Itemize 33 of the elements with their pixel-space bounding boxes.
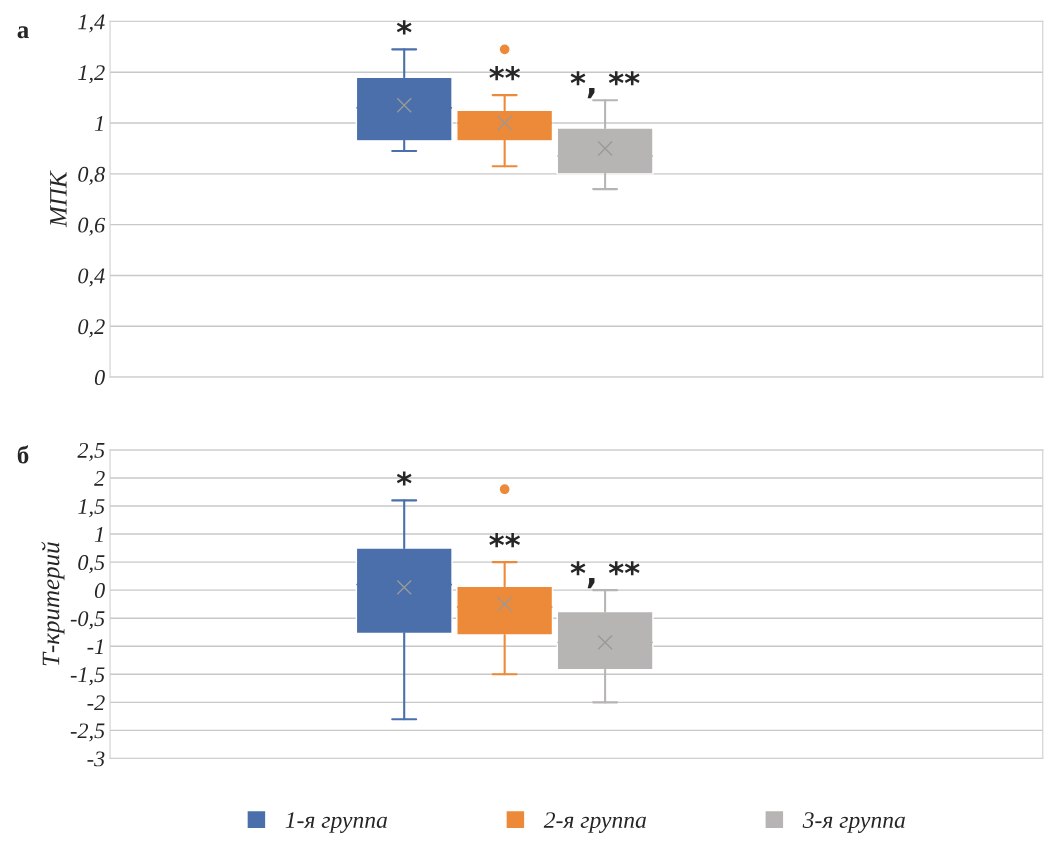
y-tick-label: 0,6 — [78, 217, 106, 236]
legend-label: 3-я группа — [802, 812, 905, 833]
y-tick-label: 1 — [94, 527, 103, 542]
chart-title: а — [17, 26, 29, 39]
y-tick-label: 0,2 — [78, 319, 105, 338]
legend-label: 1-я группа — [285, 812, 387, 833]
y-axis-title: МПК — [50, 170, 67, 228]
y-tick-label: 0,4 — [78, 268, 105, 287]
y-tick-label: 0,5 — [78, 555, 105, 574]
y-tick-label: -0,5 — [70, 611, 105, 630]
annotation: ** — [489, 66, 521, 81]
y-tick-label: 0 — [94, 583, 105, 599]
y-tick-label: 0 — [94, 370, 105, 386]
annotation: ** — [489, 533, 521, 548]
y-axis-title: Т-критерий — [41, 541, 65, 666]
y-tick-label: 1 — [94, 116, 103, 131]
y-tick-label: -2,5 — [70, 723, 105, 742]
y-tick-label: 1,2 — [78, 65, 105, 84]
annotation: *, ** — [570, 71, 640, 99]
y-tick-label: 1,4 — [78, 14, 105, 33]
annotation: * — [396, 471, 412, 486]
y-tick-label: 2 — [94, 470, 105, 486]
y-tick-label: -1,5 — [70, 667, 105, 686]
annotation: *, ** — [570, 561, 640, 589]
annotation: * — [396, 20, 412, 35]
y-tick-label: -2 — [87, 695, 105, 711]
y-tick-label: 0,8 — [78, 166, 105, 185]
y-tick-label: 2,5 — [77, 442, 105, 462]
chart-title: б — [17, 445, 29, 464]
y-tick-label: -1 — [87, 639, 103, 654]
y-tick-label: 1,5 — [78, 499, 105, 518]
legend-label: 2-я группа — [543, 812, 646, 833]
y-tick-label: -3 — [87, 751, 105, 767]
